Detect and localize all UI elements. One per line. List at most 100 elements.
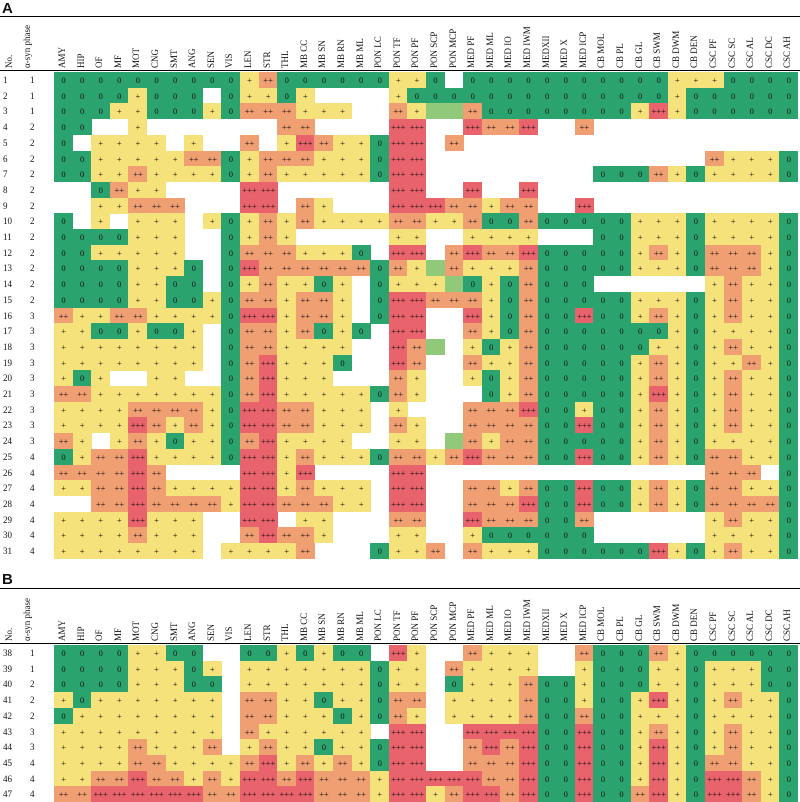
score-cell: 0 <box>779 244 799 261</box>
score-cell: 0 <box>519 527 538 544</box>
score-cell <box>73 182 92 198</box>
score-cell: 0 <box>72 291 92 308</box>
score-cell <box>352 527 371 543</box>
score-cell: 0 <box>128 72 148 89</box>
score-cell: + <box>72 723 92 740</box>
score-cell: + <box>91 527 111 544</box>
score-cell: + <box>295 103 315 120</box>
score-cell: 0 <box>109 291 129 308</box>
score-cell: ++ <box>742 770 762 787</box>
score-cell <box>426 386 445 402</box>
score-cell: 0 <box>686 692 706 709</box>
score-cell: + <box>54 323 73 340</box>
score-cell: + <box>333 433 352 450</box>
score-cell <box>668 527 687 543</box>
score-cell: +++ <box>258 433 278 450</box>
score-cell: 0 <box>500 276 520 293</box>
score-cell: 0 <box>593 401 613 418</box>
score-cell <box>203 355 222 371</box>
column-header-region: MB ML <box>354 38 365 68</box>
score-cell <box>221 676 240 692</box>
score-cell: + <box>705 229 724 246</box>
column-header-region: THL <box>280 50 291 69</box>
score-cell: + <box>202 401 222 418</box>
score-cell <box>500 182 519 198</box>
score-cell <box>426 135 445 151</box>
score-cell <box>184 370 203 386</box>
score-cell: + <box>221 770 241 787</box>
score-cell: + <box>667 645 687 662</box>
score-cell: + <box>407 417 427 434</box>
score-cell: +++ <box>258 480 278 497</box>
score-cell: ++ <box>240 370 259 387</box>
score-cell: 0 <box>370 739 390 756</box>
score-cell: ++ <box>519 197 538 214</box>
score-cell: 0 <box>612 72 631 89</box>
score-cell <box>649 151 668 167</box>
score-cell: 0 <box>91 323 111 340</box>
score-cell: +++ <box>574 786 594 802</box>
score-cell: 0 <box>612 739 631 756</box>
score-cell <box>426 323 445 339</box>
score-cell: ++ <box>519 707 538 724</box>
score-cell: 0 <box>612 676 631 693</box>
score-cell: ++ <box>519 386 538 403</box>
score-cell: ++ <box>705 495 724 512</box>
panel-label: B <box>2 571 13 588</box>
score-cell: + <box>500 692 520 709</box>
score-cell: + <box>165 511 185 528</box>
score-cell: + <box>128 103 148 120</box>
column-header-region: PON PF <box>410 610 421 641</box>
score-cell: + <box>388 676 408 693</box>
score-cell: 0 <box>779 354 799 371</box>
score-cell <box>110 119 129 135</box>
score-cell: +++ <box>407 119 427 136</box>
score-cell: + <box>723 707 743 724</box>
score-cell: + <box>91 739 111 756</box>
score-cell: + <box>351 417 371 434</box>
score-cell: +++ <box>463 181 483 198</box>
score-cell: ++ <box>723 739 743 756</box>
score-cell: ++ <box>277 401 297 418</box>
score-cell: 0 <box>537 87 557 104</box>
score-cell: + <box>165 307 185 324</box>
score-cell: + <box>500 354 520 371</box>
score-cell: + <box>388 433 408 450</box>
score-cell <box>352 355 371 371</box>
score-cell: 0 <box>333 354 352 371</box>
score-cell: 0 <box>370 692 390 709</box>
score-cell <box>203 182 222 198</box>
score-cell: + <box>184 543 204 560</box>
row-number: 27 <box>3 483 12 494</box>
score-cell: 0 <box>574 354 594 371</box>
score-cell: + <box>314 707 334 724</box>
score-cell: 0 <box>556 739 576 756</box>
score-cell: 0 <box>537 276 557 293</box>
score-cell <box>203 260 222 276</box>
score-cell: 0 <box>481 527 501 544</box>
score-cell: ++ <box>723 401 743 418</box>
score-cell: +++ <box>258 511 278 528</box>
score-cell: + <box>333 323 352 340</box>
score-cell: 0 <box>165 276 185 293</box>
score-cell: + <box>667 433 687 450</box>
score-cell: 0 <box>72 676 92 693</box>
column-header-region: CB DWM <box>670 30 681 68</box>
score-cell: + <box>760 543 780 560</box>
score-cell: ++ <box>649 370 669 387</box>
row-number: 25 <box>3 451 12 462</box>
score-cell: + <box>351 676 371 693</box>
score-cell: +++ <box>407 495 427 512</box>
score-cell: ++ <box>649 417 669 434</box>
score-cell <box>314 119 333 135</box>
column-header-region: MEDXII <box>540 35 551 69</box>
score-cell: + <box>742 692 762 709</box>
row-number: 11 <box>3 232 12 242</box>
score-cell: ++ <box>407 448 427 465</box>
score-cell: + <box>54 692 73 709</box>
score-cell: 0 <box>54 119 73 136</box>
score-cell: 0 <box>612 433 631 450</box>
score-cell <box>445 512 464 528</box>
score-cell: + <box>463 692 483 709</box>
score-cell: ++ <box>463 495 483 512</box>
